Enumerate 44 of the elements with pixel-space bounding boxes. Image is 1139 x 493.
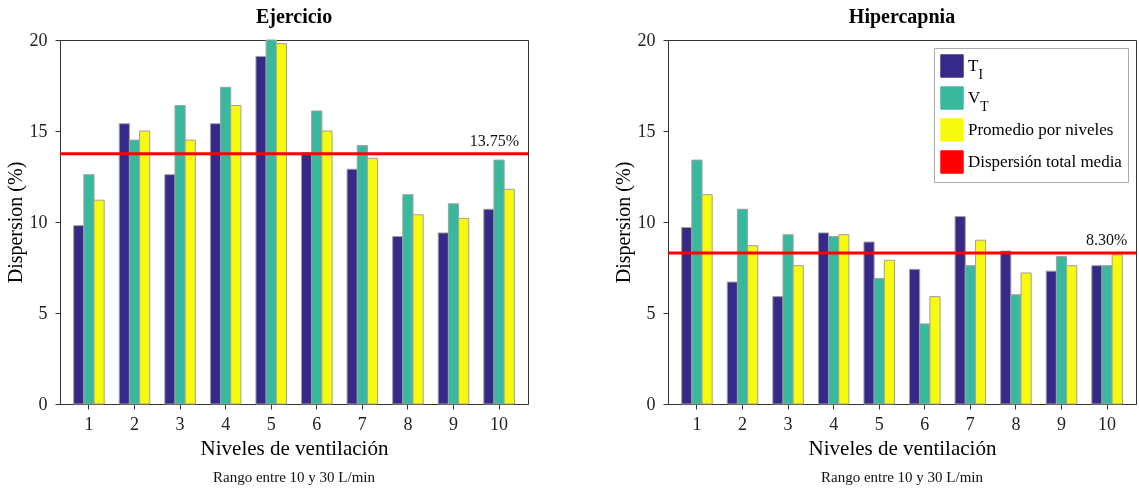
annotation: 8.30% [1086,230,1128,248]
x-axis-title: Niveles de ventilación [200,435,389,460]
y-tick-label: 20 [29,29,48,50]
y-tick-label: 10 [29,211,48,232]
text: Rango entre 10 y 30 L/min [212,469,376,485]
x-axis-title: Niveles de ventilación [808,435,997,460]
x-tick-label: 4 [221,413,231,434]
y-tick-label: 0 [646,393,656,414]
x-tick-label: 10 [490,413,509,434]
y-tick-label: 15 [637,120,656,141]
x-tick-label: 7 [357,413,367,434]
x-tick-label: 8 [1011,413,1021,434]
text: Rango entre 10 y 30 L/min [820,469,984,485]
x-tick-label: 1 [84,413,94,434]
y-axis-title: Dispersion (%) [611,161,635,284]
x-tick-label: 9 [448,413,458,434]
y-tick-label: 5 [646,302,656,323]
legend-label: V$_{T}$ [968,88,990,114]
x-tick-label: 5 [874,413,884,434]
y-tick-label: 5 [38,302,48,323]
x-tick-label: 3 [783,413,793,434]
x-tick-label: 8 [403,413,413,434]
chart-title: Ejercicio [255,5,333,28]
legend-label: Dispersión total media [968,152,1123,171]
x-tick-label: 4 [829,413,839,434]
y-tick-label: 15 [29,120,48,141]
ref-line-label: 13.75% [469,131,520,149]
legend-label: Promedio por niveles [968,120,1114,139]
x-tick-label: 2 [130,413,140,434]
chart-title: Hipercapnia [848,5,956,28]
x-tick-label: 10 [1098,413,1117,434]
y-tick-label: 20 [637,29,656,50]
x-tick-label: 6 [312,413,322,434]
x-tick-label: 7 [965,413,975,434]
y-tick-label: 10 [637,211,656,232]
y-tick-label: 0 [38,393,48,414]
y-axis-title: Dispersion (%) [3,161,27,284]
x-tick-label: 9 [1056,413,1066,434]
x-tick-label: 2 [738,413,748,434]
x-tick-label: 3 [175,413,185,434]
x-tick-label: 1 [692,413,702,434]
x-tick-label: 6 [920,413,930,434]
legend-label: T$_{I}$ [968,56,984,82]
x-tick-label: 5 [266,413,276,434]
